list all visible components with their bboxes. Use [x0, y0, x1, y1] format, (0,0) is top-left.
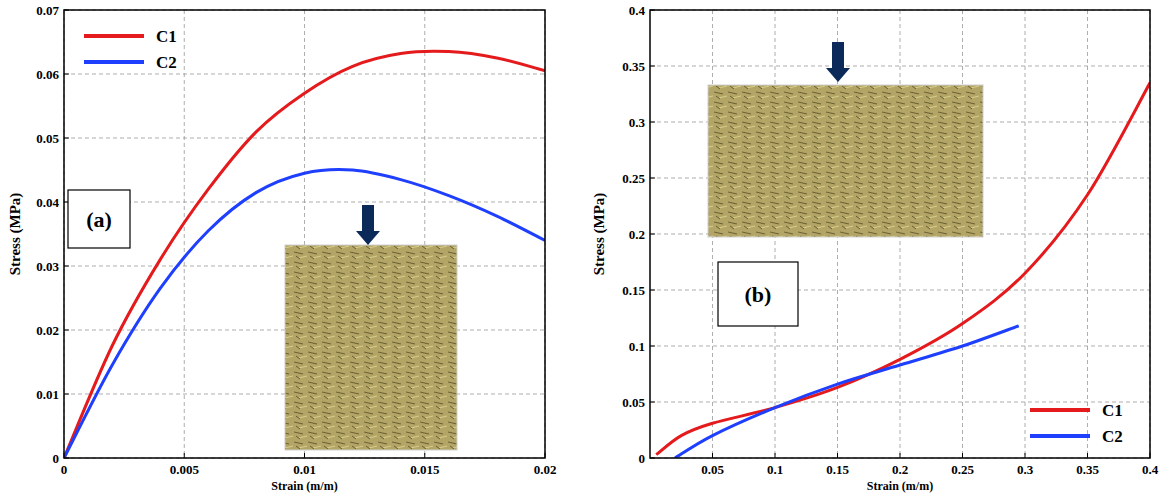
y-tick-label: 0.01: [36, 387, 59, 402]
x-tick-label: 0.01: [293, 462, 316, 477]
y-axis-label: Stress (MPa): [591, 193, 608, 276]
series-group: [656, 83, 1150, 458]
y-tick-label: 0.15: [622, 283, 645, 298]
series-line: [675, 326, 1019, 458]
specimen-photo: [285, 245, 457, 450]
x-axis-label: Strain (m/m): [867, 479, 933, 493]
x-tick-label: 0.35: [1076, 462, 1099, 477]
series-line: [656, 83, 1150, 455]
panel-label-box: [718, 262, 798, 326]
y-tick-label: 0.03: [36, 259, 59, 274]
y-tick-label: 0.04: [36, 195, 59, 210]
grid-line: [64, 74, 545, 75]
plot-frame: [64, 10, 545, 458]
legend-swatch: [1030, 408, 1090, 412]
grid-line: [64, 138, 545, 139]
grid-line: [650, 66, 1150, 67]
legend-label: C2: [156, 53, 177, 72]
panel-label-box: [68, 190, 130, 248]
legend-swatch: [1030, 434, 1090, 438]
load-arrow: [362, 205, 374, 231]
x-axis-label: Strain (m/m): [271, 479, 337, 493]
x-tick-label: 0.15: [826, 462, 849, 477]
x-tick-label: 0.015: [410, 462, 440, 477]
grid-line: [650, 346, 1150, 347]
series-group: [64, 51, 545, 458]
y-tick-label: 0.3: [629, 115, 646, 130]
x-tick-label: 0.2: [892, 462, 908, 477]
series-line: [64, 51, 545, 458]
panel-label: (b): [745, 282, 772, 307]
plot-frame: [650, 10, 1150, 458]
y-tick-label: 0: [639, 451, 646, 466]
x-tick-label: 0: [61, 462, 68, 477]
grid-line: [184, 10, 185, 458]
load-arrow: [832, 42, 844, 68]
specimen-photo: [708, 85, 983, 237]
legend-label: C1: [1102, 401, 1123, 420]
series-line: [64, 170, 545, 458]
y-tick-label: 0.4: [629, 3, 646, 18]
x-tick-label: 0.4: [1142, 462, 1159, 477]
grid-line: [64, 202, 545, 203]
y-tick-label: 0.06: [36, 67, 59, 82]
x-tick-label: 0.005: [170, 462, 200, 477]
x-tick-label: 0.25: [951, 462, 974, 477]
grid-line: [650, 402, 1150, 403]
load-arrow-head: [356, 231, 380, 245]
panel-label: (a): [86, 207, 112, 232]
y-tick-label: 0.25: [622, 171, 645, 186]
x-tick-label: 0.1: [767, 462, 783, 477]
x-tick-label: 0.3: [1017, 462, 1034, 477]
y-tick-label: 0.2: [629, 227, 645, 242]
y-tick-label: 0.02: [36, 323, 59, 338]
y-tick-label: 0.35: [622, 59, 645, 74]
panel: 0.05 0.1 0.15 0.2 0.25 0.3 0.35 0.4 0 0.05 0.1 0.15…: [591, 3, 1159, 494]
x-tick-label: 0.02: [534, 462, 557, 477]
y-tick-label: 0.07: [36, 3, 59, 18]
legend-label: C1: [156, 27, 177, 46]
y-tick-label: 0: [53, 451, 60, 466]
figure: 0 0.005 0.01 0.015 0.02 0 0.01 0.02 0.03 0.04 0.05…: [0, 0, 1174, 499]
load-arrow-head: [826, 68, 850, 82]
panel: 0 0.005 0.01 0.015 0.02 0 0.01 0.02 0.03 0.04 0.05…: [7, 3, 556, 494]
x-tick-label: 0.05: [701, 462, 724, 477]
y-tick-label: 0.05: [36, 131, 59, 146]
legend-label: C2: [1102, 427, 1123, 446]
y-tick-label: 0.05: [622, 395, 645, 410]
y-axis-label: Stress (MPa): [7, 193, 24, 276]
legend-swatch: [84, 60, 144, 64]
legend-swatch: [84, 34, 144, 38]
y-tick-label: 0.1: [629, 339, 645, 354]
